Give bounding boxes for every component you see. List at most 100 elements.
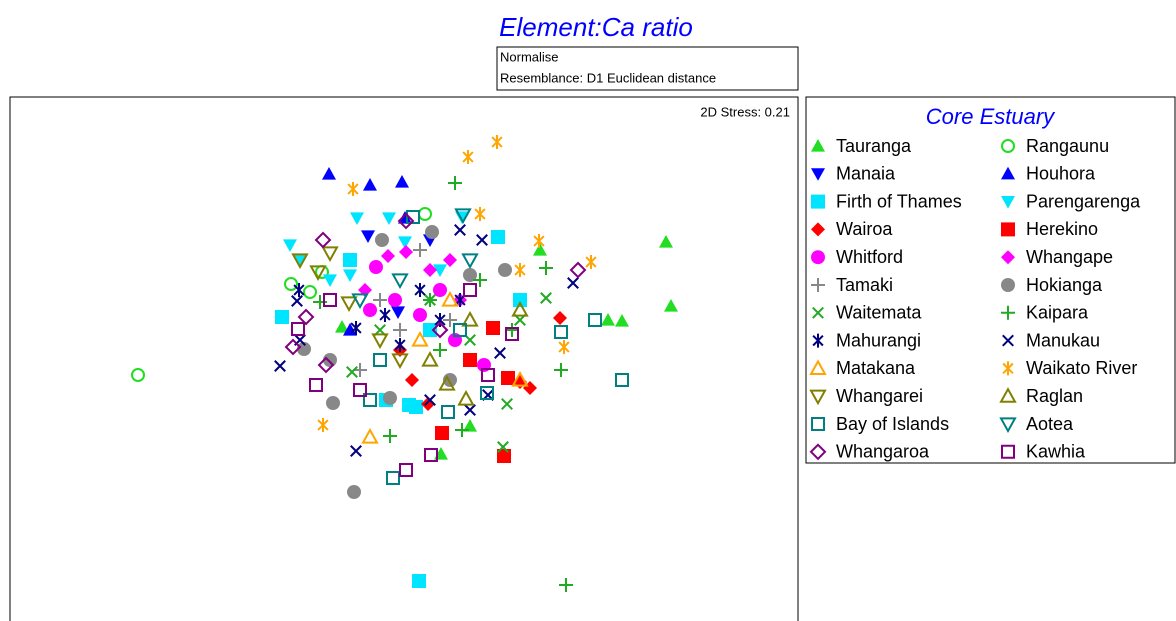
point — [395, 175, 409, 188]
point — [462, 150, 474, 164]
point — [533, 234, 545, 248]
legend-marker — [809, 389, 827, 406]
point — [323, 353, 337, 367]
point — [373, 293, 387, 307]
point — [540, 292, 552, 304]
point — [131, 368, 145, 382]
point — [454, 208, 472, 225]
point — [501, 371, 515, 385]
point — [494, 347, 506, 359]
point — [559, 578, 573, 592]
point — [414, 283, 426, 297]
point — [283, 239, 297, 252]
legend-marker — [999, 417, 1017, 434]
legend-marker — [1001, 222, 1015, 237]
legend-marker — [1001, 166, 1015, 180]
legend-label: Firth of Thames — [836, 191, 962, 211]
legend-label: Parengarenga — [1026, 191, 1141, 211]
point — [284, 338, 302, 356]
legend-marker — [1001, 444, 1015, 459]
point — [399, 245, 413, 259]
point — [405, 373, 419, 387]
point — [421, 350, 439, 367]
point — [505, 323, 519, 337]
point — [588, 313, 602, 327]
point — [293, 254, 307, 267]
point — [448, 176, 462, 190]
point — [323, 274, 337, 287]
point — [314, 231, 332, 249]
point — [431, 321, 449, 339]
point — [350, 212, 364, 225]
legend-marker — [811, 139, 825, 152]
legend-label: Manukau — [1026, 330, 1100, 350]
point — [326, 396, 340, 410]
legend-label: Rangaunu — [1026, 136, 1109, 156]
point — [412, 574, 426, 588]
point — [323, 293, 337, 307]
note-box — [496, 46, 799, 91]
point — [411, 330, 429, 347]
point — [601, 313, 615, 326]
point — [453, 323, 467, 337]
point — [391, 273, 409, 290]
point — [464, 404, 476, 416]
point — [659, 235, 673, 248]
point — [423, 323, 437, 337]
legend-label: Raglan — [1026, 386, 1083, 406]
point — [443, 253, 457, 267]
point — [363, 178, 377, 191]
point — [454, 224, 466, 236]
point — [361, 230, 375, 243]
point — [418, 207, 432, 221]
point — [425, 225, 439, 239]
point — [476, 234, 488, 246]
point — [309, 378, 323, 392]
point — [274, 360, 286, 372]
point — [486, 321, 500, 335]
point — [382, 212, 396, 225]
point — [423, 293, 437, 307]
point — [434, 313, 446, 327]
point — [397, 212, 415, 230]
point — [335, 320, 349, 333]
point — [498, 263, 512, 277]
point — [297, 308, 315, 326]
point — [391, 306, 405, 319]
point — [317, 418, 329, 432]
point — [363, 393, 377, 407]
point — [343, 269, 357, 282]
point — [343, 323, 357, 336]
legend-title: Core Estuary — [926, 104, 1056, 129]
point — [388, 293, 402, 307]
point — [406, 210, 420, 224]
legend-label: Whangarei — [836, 386, 923, 406]
point — [433, 343, 447, 357]
legend-marker — [1001, 139, 1015, 153]
legend-marker — [1001, 278, 1015, 292]
point — [347, 485, 361, 499]
legend-marker — [1002, 334, 1014, 347]
legend-label: Matakana — [836, 358, 916, 378]
point — [481, 368, 495, 382]
legend-marker — [811, 168, 825, 181]
point — [463, 268, 477, 282]
point — [386, 471, 400, 485]
legend-label: Manaia — [836, 164, 896, 184]
chart-title: Element:Ca ratio — [499, 12, 693, 42]
point — [554, 363, 568, 377]
point — [553, 311, 567, 325]
point — [539, 261, 553, 275]
legend-label: Tauranga — [836, 136, 912, 156]
legend-marker — [1001, 250, 1015, 265]
point — [443, 313, 457, 327]
point — [394, 338, 406, 352]
point — [350, 445, 362, 457]
point — [413, 243, 427, 257]
point — [513, 293, 527, 307]
point — [383, 429, 397, 443]
point — [353, 383, 367, 397]
point — [435, 426, 449, 440]
point — [511, 370, 529, 387]
